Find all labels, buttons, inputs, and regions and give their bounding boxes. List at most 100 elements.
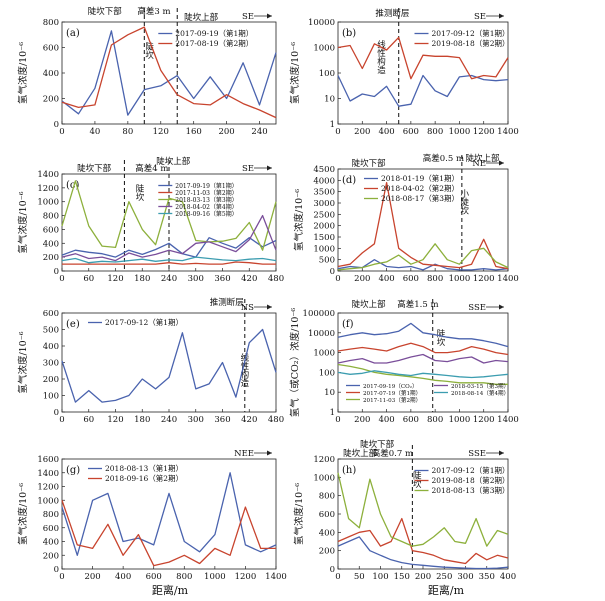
x-tick-label: 400 xyxy=(378,274,394,284)
legend-label: 2019-08-18（第2期） xyxy=(432,38,510,48)
legend-label: 2017-09-12（第1期） xyxy=(432,28,510,38)
legend-label: 2018-03-15（第3期） xyxy=(451,382,509,390)
series-line-1 xyxy=(61,30,277,116)
y-tick-label: 1500 xyxy=(313,233,335,243)
y-tick-label: 1000 xyxy=(313,44,335,54)
legend-label: 2017-09-19（第1期） xyxy=(175,28,253,38)
x-tick-label: 1400 xyxy=(497,274,519,284)
panel-label: (g) xyxy=(66,465,80,476)
legend-label: 2019-08-18（第2期） xyxy=(432,475,510,485)
direction-arrow-head xyxy=(499,160,504,166)
chart-panel-f: 0 200 400 600 800 1000 1200 1400110100100010000… xyxy=(289,299,519,425)
x-tick-label: 0 xyxy=(335,415,340,425)
annotation-label: 高差0.7 m xyxy=(372,448,413,459)
x-tick-label: 800 xyxy=(427,127,443,137)
annotation-label: 推测断层 xyxy=(375,8,409,19)
annotation-label: 陡坎下部 xyxy=(77,163,112,174)
x-tick-label: 0 xyxy=(59,127,64,137)
x-tick-label: 300 xyxy=(188,274,204,284)
x-tick-label: 200 xyxy=(354,127,370,137)
y-tick-label: 400 xyxy=(319,528,335,538)
panel-label: (c) xyxy=(66,180,80,191)
x-tick-label: 100 xyxy=(372,572,388,582)
y-tick-label: 1200 xyxy=(37,184,59,194)
y-tick-label: 4000 xyxy=(313,176,335,186)
legend-label: 2018-08-13（第1期） xyxy=(105,463,183,473)
annotation-label: 高差0.5 m xyxy=(423,153,464,164)
legend-label: 2017-11-03（第2期） xyxy=(175,189,237,197)
legend-label: 2017-11-03（第2期） xyxy=(363,396,421,404)
y-tick-label: 1000 xyxy=(313,349,335,359)
y-tick-label: 1400 xyxy=(37,170,59,180)
x-tick-label: 1000 xyxy=(449,127,471,137)
annotation-label: 陡坎上部 xyxy=(156,156,191,167)
direction-label: SE xyxy=(474,12,486,22)
y-tick-label: 600 xyxy=(43,309,59,319)
y-tick-label: 600 xyxy=(43,225,59,235)
y-tick-label: 500 xyxy=(319,256,335,266)
y-tick-label: 10 xyxy=(324,388,335,398)
annotation-label: 小陡坎 xyxy=(459,188,469,215)
y-tick-label: 200 xyxy=(43,253,59,263)
y-tick-label: 0 xyxy=(54,408,59,418)
y-tick-label: 600 xyxy=(43,524,59,534)
y-tick-label: 600 xyxy=(319,510,335,520)
y-tick-label: 100 xyxy=(319,368,335,378)
annotation-label: 陡坎下部 xyxy=(88,6,123,17)
y-tick-label: 800 xyxy=(43,510,59,520)
x-tick-label: 800 xyxy=(427,274,443,284)
x-tick-label: 400 xyxy=(378,415,394,425)
direction-arrow-head xyxy=(499,304,504,310)
x-tick-label: 240 xyxy=(161,274,177,284)
x-tick-label: 800 xyxy=(176,572,192,582)
legend-label: 2018-03-13（第3期） xyxy=(175,196,237,204)
y-tick-label: 1400 xyxy=(37,469,59,479)
y-tick-label: 0 xyxy=(54,565,59,575)
y-tick-label: 2000 xyxy=(313,222,335,232)
series-line-1 xyxy=(61,328,277,403)
series-line-3 xyxy=(337,243,509,271)
annotation-label: 推测断层 xyxy=(210,297,244,308)
x-tick-label: 120 xyxy=(153,127,169,137)
annotation-label: 线性构造 xyxy=(239,352,249,388)
x-tick-label: 200 xyxy=(84,572,100,582)
chart-panel-g: 0 200 400 600 800 1000 1200 1400 0 200 400 600 800 10… xyxy=(17,449,287,582)
x-tick-label: 40 xyxy=(90,127,101,137)
x-tick-label: 1000 xyxy=(449,274,471,284)
chart-panel-h: 0 50 100 150 200 250 300 350 400 0 200 400 600 800 100… xyxy=(293,439,516,582)
x-tick-label: 0 xyxy=(335,127,340,137)
y-tick-label: 200 xyxy=(319,547,335,557)
legend-label: 2018-08-13（第3期） xyxy=(432,485,510,495)
legend-label: 2017-09-12（第1期） xyxy=(105,317,183,327)
x-tick-label: 1000 xyxy=(204,572,226,582)
series-line-3 xyxy=(61,180,277,251)
y-tick-label: 0 xyxy=(330,565,335,575)
annotation-label: 高差1.5 m xyxy=(397,299,438,310)
panel-label: (a) xyxy=(66,28,80,39)
x-tick-label: 600 xyxy=(403,127,419,137)
legend-label: 2017-09-19（CO₂） xyxy=(363,383,418,390)
series-line-1 xyxy=(337,536,509,570)
legend-label: 2017-08-19（第2期） xyxy=(175,38,253,48)
series-line-2 xyxy=(337,342,509,356)
x-tick-label: 50 xyxy=(354,572,365,582)
y-tick-label: 300 xyxy=(43,359,59,369)
x-tick-label: 300 xyxy=(188,415,204,425)
legend-label: 2018-09-16（第2期） xyxy=(105,473,183,483)
y-tick-label: 10 xyxy=(324,95,335,105)
y-tick-label: 0 xyxy=(330,267,335,277)
x-tick-label: 120 xyxy=(107,415,123,425)
chart-panel-e: 0 60 120 180 240 300 360 420 480 0 100 200 300 400 500… xyxy=(17,297,284,425)
x-tick-label: 420 xyxy=(241,415,257,425)
y-axis-label: 氢气浓度/10⁻⁶ xyxy=(17,483,29,545)
series-line-3 xyxy=(337,363,508,385)
x-tick-label: 350 xyxy=(479,572,495,582)
y-tick-label: 1200 xyxy=(313,455,335,465)
y-tick-label: 100 xyxy=(43,392,59,402)
y-tick-label: 0 xyxy=(54,267,59,277)
y-tick-label: 1 xyxy=(330,408,335,418)
y-axis-label: 氢气浓度/10⁻⁶ xyxy=(289,42,301,104)
y-tick-label: 1000 xyxy=(313,473,335,483)
x-tick-label: 60 xyxy=(83,415,94,425)
annotation-label: 陡坎下部 xyxy=(352,158,387,169)
